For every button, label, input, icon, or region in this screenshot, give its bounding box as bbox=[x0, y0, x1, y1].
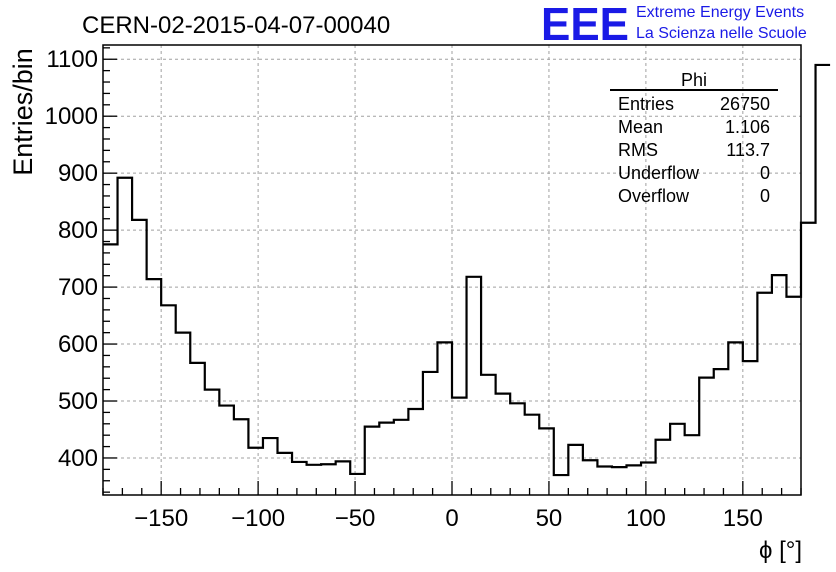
stats-box: Phi Entries 26750 Mean 1.106 RMS 113.7 U… bbox=[610, 70, 778, 206]
x-axis-label: ϕ [°] bbox=[759, 537, 802, 564]
y-axis-label: Entries/bin bbox=[8, 48, 38, 176]
x-tick-label: −150 bbox=[134, 505, 188, 532]
stats-value-mean: 1.106 bbox=[725, 117, 770, 137]
stats-label-rms: RMS bbox=[618, 140, 658, 160]
y-tick-label: 600 bbox=[58, 331, 98, 358]
stats-label-overflow: Overflow bbox=[618, 186, 690, 206]
x-tick-label: −50 bbox=[335, 505, 376, 532]
axis-ticks bbox=[102, 47, 802, 495]
y-tick-label: 1000 bbox=[45, 103, 98, 130]
eee-logo-line1: Extreme Energy Events bbox=[636, 4, 804, 21]
stats-value-entries: 26750 bbox=[720, 94, 770, 114]
x-tick-label: 0 bbox=[445, 505, 458, 532]
eee-logo: EEE Extreme Energy Events La Scienza nel… bbox=[541, 0, 807, 50]
histogram-outline bbox=[103, 63, 831, 477]
y-tick-label: 700 bbox=[58, 274, 98, 301]
stats-label-mean: Mean bbox=[618, 117, 663, 137]
eee-logo-line2: La Scienza nelle Scuole bbox=[636, 25, 807, 42]
y-tick-label: 900 bbox=[58, 160, 98, 187]
stats-value-rms: 113.7 bbox=[726, 140, 770, 160]
chart-title: CERN-02-2015-04-07-00040 bbox=[82, 12, 390, 39]
stats-value-underflow: 0 bbox=[760, 163, 770, 183]
x-tick-label: 50 bbox=[536, 505, 563, 532]
stats-label-underflow: Underflow bbox=[618, 163, 700, 183]
x-tick-label: 100 bbox=[626, 505, 666, 532]
stats-title: Phi bbox=[681, 70, 707, 90]
eee-logo-mark: EEE bbox=[541, 0, 629, 50]
y-tick-label: 1100 bbox=[46, 46, 98, 73]
x-tick-labels: −150 −100 −50 0 50 100 150 bbox=[134, 505, 763, 532]
stats-value-overflow: 0 bbox=[760, 186, 770, 206]
y-tick-labels: 400 500 600 700 800 900 1000 1100 bbox=[45, 46, 98, 472]
y-tick-label: 800 bbox=[58, 217, 98, 244]
stats-label-entries: Entries bbox=[618, 94, 674, 114]
y-tick-label: 500 bbox=[58, 388, 98, 415]
x-tick-label: 150 bbox=[723, 505, 763, 532]
x-tick-label: −100 bbox=[231, 505, 285, 532]
y-tick-label: 400 bbox=[58, 445, 98, 472]
